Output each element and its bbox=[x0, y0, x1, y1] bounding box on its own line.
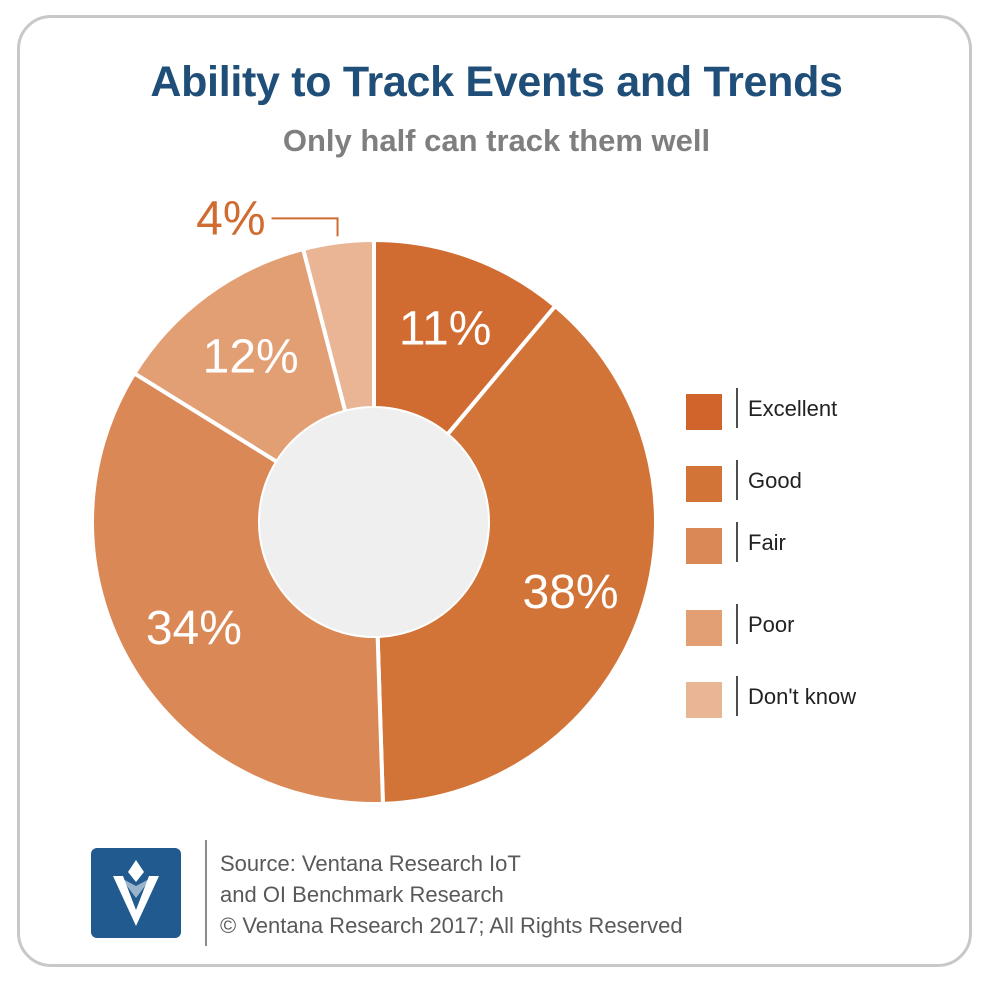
source-line-1: Source: Ventana Research IoT bbox=[220, 851, 521, 876]
legend-item-dont-know: Don't know bbox=[686, 676, 946, 718]
legend-divider bbox=[736, 388, 738, 428]
data-label-good: 38% bbox=[523, 566, 619, 619]
copyright-line: © Ventana Research 2017; All Rights Rese… bbox=[220, 913, 683, 938]
donut-hole bbox=[260, 408, 488, 636]
legend-item-poor: Poor bbox=[686, 604, 946, 646]
legend-swatch-fair bbox=[686, 528, 722, 564]
legend-divider bbox=[736, 604, 738, 644]
legend-divider bbox=[736, 522, 738, 562]
data-label-excellent: 11% bbox=[399, 303, 492, 356]
slice-excellent bbox=[372, 237, 559, 438]
ventana-v-logo-icon bbox=[91, 848, 181, 938]
slice-fair bbox=[90, 370, 386, 806]
legend-swatch-good bbox=[686, 466, 722, 502]
chart-subtitle: Only half can track them well bbox=[282, 123, 711, 158]
legend-divider bbox=[736, 460, 738, 500]
chart-title: Ability to Track Events and Trends bbox=[150, 58, 843, 106]
legend-label-poor: Poor bbox=[748, 612, 795, 637]
source-line-2: and OI Benchmark Research bbox=[220, 882, 504, 907]
source-note: Source: Ventana Research IoT and OI Benc… bbox=[220, 848, 683, 941]
legend-label-excellent: Excellent bbox=[748, 396, 838, 421]
legend-swatch-poor bbox=[686, 610, 722, 646]
footer-divider bbox=[205, 840, 207, 946]
legend-divider bbox=[736, 676, 738, 716]
legend-label-good: Good bbox=[748, 468, 802, 493]
leader-line bbox=[271, 217, 339, 237]
legend-swatch-excellent bbox=[686, 394, 722, 430]
legend-item-excellent: Excellent bbox=[686, 388, 946, 430]
data-label-poor: 12% bbox=[203, 331, 299, 384]
data-label-fair: 34% bbox=[146, 602, 242, 655]
legend-label-dont-know: Don't know bbox=[748, 684, 857, 709]
legend-swatch-dont-know bbox=[686, 682, 722, 718]
data-label-don-t-know: 4% bbox=[196, 192, 265, 245]
legend-label-fair: Fair bbox=[748, 530, 786, 555]
legend-item-fair: Fair bbox=[686, 522, 946, 564]
legend-item-good: Good bbox=[686, 460, 946, 502]
